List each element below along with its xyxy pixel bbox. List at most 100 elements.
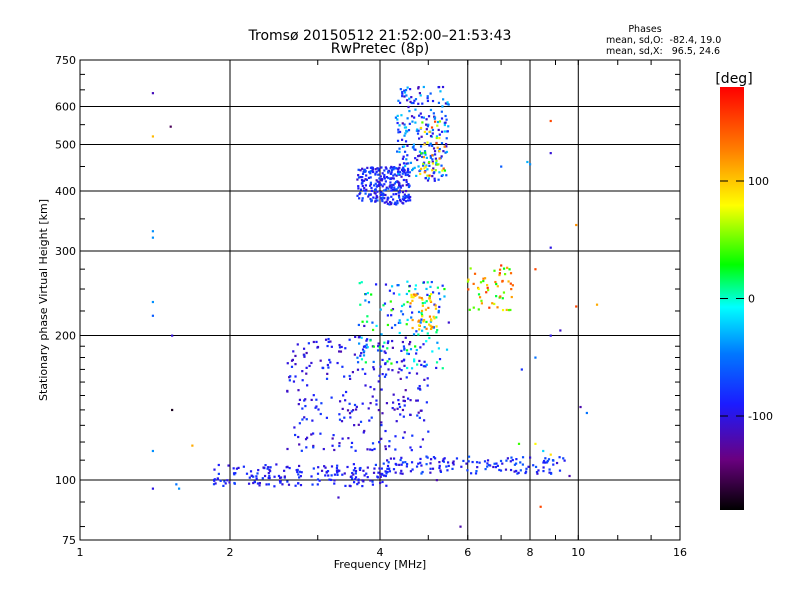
data-point [422,164,425,167]
data-point [369,339,372,342]
data-point [392,174,395,177]
data-point [415,330,418,333]
data-point [300,471,303,474]
data-point [447,103,450,106]
data-point [428,315,432,318]
data-point [290,365,294,368]
data-point [338,413,341,416]
data-point [330,465,334,468]
data-point [420,472,423,475]
data-point [524,471,527,475]
data-point [549,119,552,123]
data-point [425,164,428,167]
data-point [377,345,380,348]
data-point [283,469,286,472]
data-point [332,434,335,437]
data-point [390,314,393,317]
data-point [423,171,426,174]
data-point [248,476,251,479]
data-point [370,293,373,296]
data-point [435,316,438,319]
data-point [510,295,513,299]
data-point [326,372,329,375]
data-point [338,444,341,448]
data-point [435,366,438,370]
data-point [237,466,240,470]
data-point [348,374,351,378]
data-point [433,117,436,120]
data-point [343,416,346,419]
data-point [403,150,407,153]
data-point [421,302,424,305]
data-point [409,302,412,305]
data-point [392,393,395,396]
data-point [396,180,399,184]
data-point [403,89,406,92]
data-point [478,461,481,464]
data-point [213,478,216,481]
data-point [486,465,489,468]
data-point [371,328,375,332]
data-point [386,202,389,205]
data-point [418,150,422,153]
data-point [393,202,396,206]
data-point [413,360,416,363]
data-point [354,476,358,479]
data-point [390,195,393,198]
data-point [391,346,394,349]
data-point [402,145,406,148]
data-point [496,464,499,467]
data-point [305,372,308,375]
data-point [402,178,405,182]
data-point [341,407,344,410]
data-point [407,105,410,109]
data-point [398,170,402,174]
data-point [312,340,315,344]
data-point [423,326,426,329]
data-point [390,169,394,172]
data-point [391,166,395,169]
data-point [507,280,510,283]
data-point [416,363,419,366]
data-point [177,487,181,490]
data-point [356,483,359,486]
data-point [283,475,286,478]
data-point [548,468,551,471]
data-point [425,118,428,121]
data-point [372,471,376,474]
data-point [286,362,289,365]
data-point [406,144,409,147]
data-point [579,405,582,409]
data-point [446,102,449,106]
data-point [415,465,419,468]
data-point [398,196,401,199]
data-point [389,181,392,184]
data-point [356,361,360,364]
data-point [395,420,398,423]
data-point [348,412,352,415]
data-point [364,384,367,387]
data-point [401,472,404,475]
data-point [435,331,438,334]
data-point [595,303,599,306]
data-point [217,472,220,475]
data-point [483,277,487,280]
data-point [429,299,432,302]
data-point [362,354,366,357]
data-point [379,472,382,475]
data-point [403,198,406,202]
data-point [413,166,416,169]
data-point [418,384,421,388]
data-point [303,354,306,357]
data-point [427,430,430,433]
data-point [421,329,424,332]
data-point [435,136,438,140]
data-point [373,188,377,192]
data-point [486,462,489,465]
data-point [379,197,383,200]
data-point [419,169,422,172]
data-point [381,196,384,199]
data-point [542,466,545,469]
data-point [261,477,264,480]
data-point [420,464,423,467]
